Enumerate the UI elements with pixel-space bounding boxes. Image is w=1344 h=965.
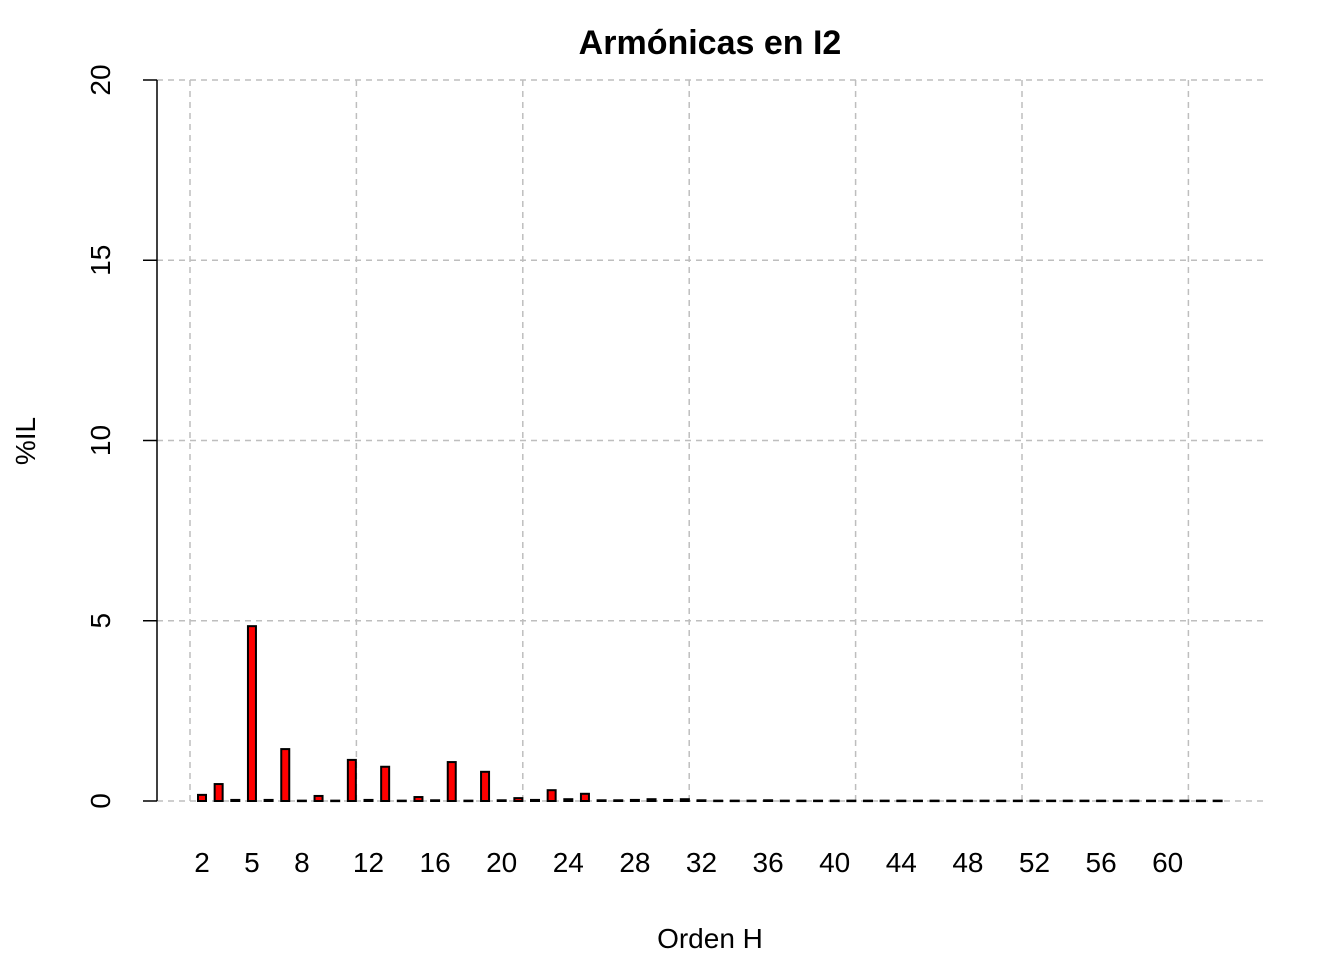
bar-h42 <box>863 799 873 803</box>
bar-h60 <box>1162 799 1173 803</box>
bar-h32 <box>696 799 707 802</box>
x-tick-label: 28 <box>619 847 650 878</box>
bar-h13 <box>380 765 391 803</box>
bar-h7 <box>280 748 291 803</box>
bar-h29 <box>646 798 657 803</box>
grid <box>157 79 1265 802</box>
bar-h20 <box>496 799 507 802</box>
x-tick-label: 60 <box>1152 847 1183 878</box>
x-tick-label: 40 <box>819 847 850 878</box>
bar-h62 <box>1196 799 1206 803</box>
bar-h44 <box>896 799 907 803</box>
bar-h43 <box>879 799 890 803</box>
bar-h34 <box>729 799 740 803</box>
bar-h23 <box>546 789 557 802</box>
bar-h39 <box>813 799 824 803</box>
bar-h22 <box>530 798 540 803</box>
bar-h55 <box>1079 799 1090 803</box>
bar-h54 <box>1062 799 1073 803</box>
bar-h57 <box>1112 799 1123 803</box>
bar-h45 <box>912 799 923 803</box>
x-tick-label: 48 <box>952 847 983 878</box>
x-axis: 2 5 8 12 16 20 24 28 32 36 40 44 48 52 56 60 <box>194 847 1183 878</box>
bar-h27 <box>613 799 624 802</box>
x-tick-label: 36 <box>753 847 784 878</box>
bar-h41 <box>846 799 857 803</box>
bar-h58 <box>1129 799 1140 803</box>
bar-h16 <box>430 799 441 802</box>
bar-h51 <box>1012 799 1023 803</box>
x-tick-label: 20 <box>486 847 517 878</box>
x-tick-label: 8 <box>294 847 310 878</box>
x-tick-label: 44 <box>886 847 917 878</box>
bar-h48 <box>962 799 973 803</box>
bar-h36 <box>763 799 774 802</box>
bar-h33 <box>713 799 724 803</box>
y-axis-label: %IL <box>10 417 41 465</box>
y-tick-label: 15 <box>85 245 116 276</box>
bar-h61 <box>1179 799 1190 803</box>
bar-h40 <box>829 799 840 803</box>
bar-h49 <box>979 799 990 803</box>
x-tick-label: 56 <box>1086 847 1117 878</box>
bar-h31 <box>679 798 690 803</box>
bar-h53 <box>1046 799 1057 803</box>
bar-h35 <box>746 799 757 803</box>
y-tick-label: 10 <box>85 425 116 456</box>
bar-h21 <box>513 797 524 803</box>
bar-h47 <box>946 799 957 803</box>
bar-h10 <box>330 799 341 803</box>
bar-h50 <box>996 799 1007 803</box>
bars <box>197 625 1223 803</box>
bar-h18 <box>463 799 474 803</box>
bar-h30 <box>663 798 674 803</box>
x-tick-label: 16 <box>420 847 451 878</box>
bar-h25 <box>579 792 590 802</box>
bar-h37 <box>779 799 790 803</box>
x-tick-label: 5 <box>244 847 260 878</box>
y-tick-label: 0 <box>85 793 116 809</box>
x-tick-label: 52 <box>1019 847 1050 878</box>
bar-h11 <box>346 758 357 803</box>
y-axis: 0 5 10 15 20 <box>85 64 158 809</box>
bar-h15 <box>413 796 424 802</box>
bar-h17 <box>446 761 457 802</box>
bar-h2 <box>197 793 207 803</box>
bar-h4 <box>230 798 241 803</box>
chart-title: Armónicas en I2 <box>579 24 842 62</box>
y-tick-label: 5 <box>85 613 116 629</box>
x-tick-label: 24 <box>553 847 584 878</box>
y-tick-label: 20 <box>85 64 116 95</box>
bar-h6 <box>263 798 274 803</box>
bar-h5 <box>246 625 257 802</box>
bar-h46 <box>929 799 940 803</box>
x-tick-label: 32 <box>686 847 717 878</box>
bar-h63 <box>1212 799 1223 803</box>
x-tick-label: 2 <box>194 847 210 878</box>
bar-h52 <box>1029 799 1040 803</box>
bar-h38 <box>796 799 807 803</box>
bar-h26 <box>596 799 607 802</box>
x-tick-label: 12 <box>353 847 384 878</box>
bar-h12 <box>363 798 374 803</box>
bar-h59 <box>1146 799 1157 803</box>
x-axis-label: Orden H <box>657 923 763 954</box>
bar-h56 <box>1096 799 1107 803</box>
bar-h8 <box>296 799 307 803</box>
bar-h19 <box>480 770 491 802</box>
bar-h28 <box>629 798 640 803</box>
bar-h14 <box>396 799 407 803</box>
bar-h24 <box>563 798 574 803</box>
bar-h3 <box>213 783 224 803</box>
bar-h9 <box>313 794 324 803</box>
